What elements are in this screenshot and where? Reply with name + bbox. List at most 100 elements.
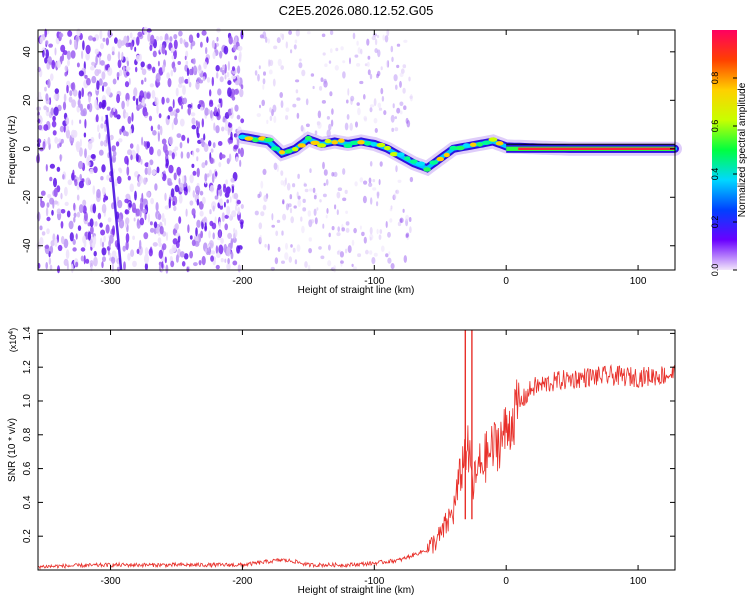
noise-cell <box>323 169 328 176</box>
noise-cell <box>206 173 210 178</box>
y-tick-label: 40 <box>22 46 33 58</box>
noise-cell <box>60 235 65 245</box>
colorbar: 0.0 0.2 0.4 0.6 0.8 Normalized spectral ampl… <box>710 30 748 276</box>
y-tick-label: 0.2 <box>22 529 33 543</box>
noise-cell <box>116 93 121 104</box>
noise-cell <box>123 261 126 271</box>
noise-cell <box>103 123 107 133</box>
noise-cell <box>44 244 50 249</box>
noise-cell <box>126 99 130 107</box>
noise-cell <box>175 87 179 97</box>
noise-cell <box>344 248 348 254</box>
noise-cell <box>130 42 133 51</box>
noise-cell <box>231 66 236 72</box>
noise-cell <box>49 176 53 182</box>
tone-blob <box>396 152 405 157</box>
noise-cell <box>165 264 169 274</box>
noise-cell <box>95 55 98 66</box>
noise-cell <box>67 179 73 186</box>
noise-cell <box>39 236 44 246</box>
noise-cell <box>341 227 346 232</box>
noise-cell <box>209 209 212 215</box>
noise-cell <box>90 136 95 143</box>
spectrogram-frame <box>37 29 676 271</box>
noise-cell <box>187 224 190 234</box>
y-tick-label: 1.2 <box>22 360 33 374</box>
noise-cell <box>347 88 350 96</box>
noise-cell <box>288 30 292 35</box>
noise-cell <box>127 253 131 261</box>
noise-cell <box>396 64 400 69</box>
noise-cell <box>82 235 86 244</box>
noise-cell <box>144 77 147 82</box>
noise-cell <box>93 250 97 257</box>
noise-cell <box>150 34 155 45</box>
noise-cell <box>150 125 154 132</box>
tone-blob <box>495 141 504 146</box>
noise-cell <box>178 76 183 85</box>
noise-cell <box>155 202 159 212</box>
noise-cell <box>347 245 352 254</box>
noise-cell <box>129 143 134 149</box>
noise-cell <box>179 37 183 45</box>
noise-cell <box>281 260 285 264</box>
noise-cell <box>235 156 239 162</box>
noise-cell <box>273 45 278 50</box>
noise-cell <box>227 232 233 239</box>
noise-cell <box>211 40 215 49</box>
noise-cell <box>141 79 144 85</box>
noise-cell <box>209 185 215 193</box>
noise-cell <box>276 37 281 44</box>
noise-cell <box>231 75 237 80</box>
y-tick-label: 20 <box>22 94 33 106</box>
noise-cell <box>129 183 134 192</box>
noise-cell <box>394 116 397 120</box>
noise-cell <box>280 180 284 186</box>
y-tick-label: 0.6 <box>22 461 33 475</box>
noise-cell <box>101 241 105 248</box>
noise-cell <box>135 54 140 62</box>
noise-cell <box>361 231 365 237</box>
noise-cell <box>284 252 289 260</box>
noise-cell <box>58 32 64 38</box>
noise-cell <box>66 210 71 218</box>
noise-cell <box>50 73 54 81</box>
noise-cell <box>196 32 200 38</box>
noise-cell <box>269 115 273 122</box>
noise-cell <box>135 98 139 107</box>
noise-cell <box>132 95 136 101</box>
noise-cell <box>127 149 132 156</box>
noise-cell <box>359 177 364 183</box>
noise-cell <box>387 257 392 264</box>
noise-cell <box>95 114 99 123</box>
noise-cell <box>101 261 104 269</box>
noise-cell <box>296 112 300 119</box>
noise-cell <box>391 127 395 132</box>
noise-cell <box>231 95 236 101</box>
noise-cell <box>256 113 261 118</box>
noise-cell <box>133 87 138 97</box>
noise-cell <box>226 72 230 78</box>
noise-cell <box>101 71 106 80</box>
noise-cell <box>85 44 91 55</box>
noise-cell <box>187 76 190 84</box>
noise-cell <box>323 78 327 84</box>
noise-cell <box>408 76 411 82</box>
noise-cell <box>100 229 106 236</box>
noise-cell <box>351 263 354 267</box>
noise-cell <box>108 239 112 248</box>
noise-cell <box>142 198 148 203</box>
noise-cell <box>208 240 214 249</box>
noise-cell <box>152 50 157 58</box>
noise-cell <box>60 209 66 214</box>
noise-cell <box>385 60 389 68</box>
noise-cell <box>136 218 140 226</box>
noise-cell <box>157 124 161 130</box>
noise-cell <box>219 188 223 197</box>
x-tick-label: 100 <box>630 276 647 287</box>
noise-cell <box>378 107 383 111</box>
noise-cell <box>148 115 153 122</box>
noise-cell <box>258 222 263 230</box>
noise-cell <box>57 138 62 143</box>
noise-cell <box>350 95 355 102</box>
